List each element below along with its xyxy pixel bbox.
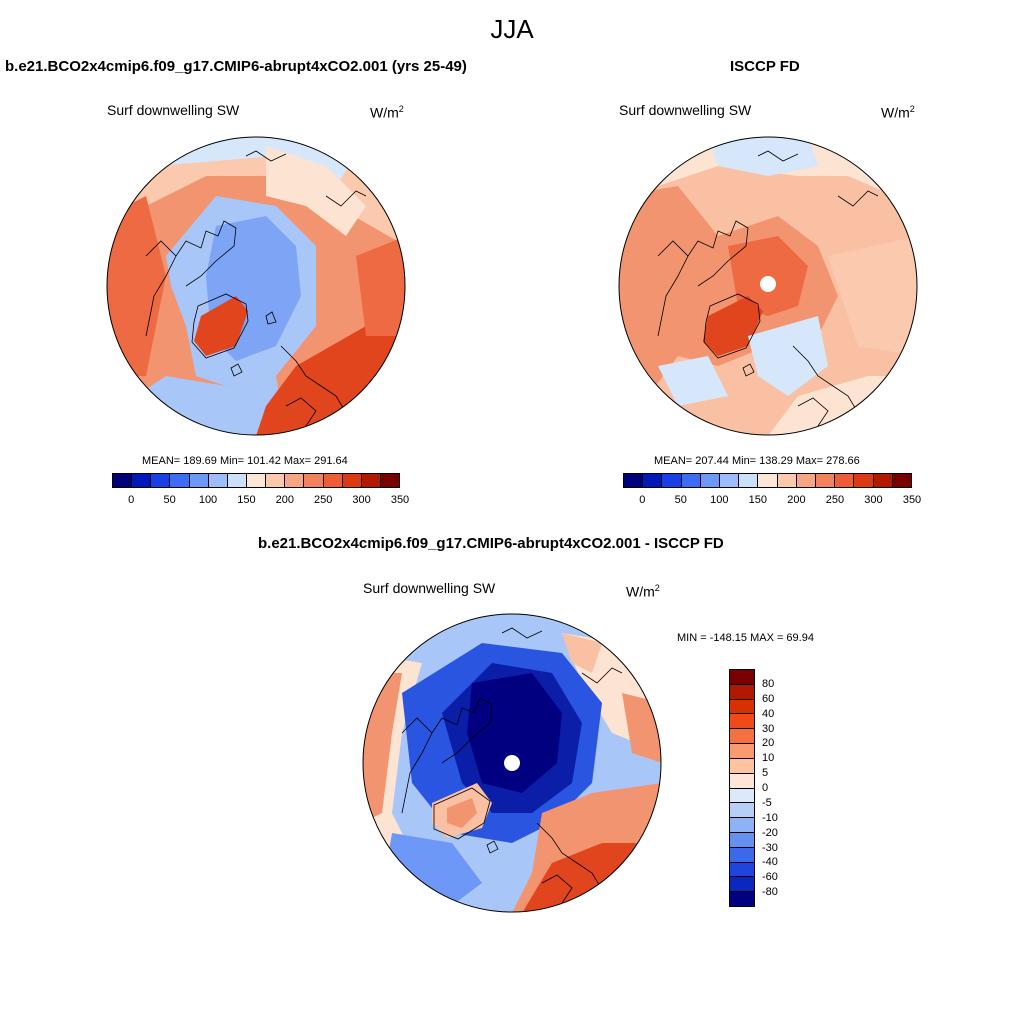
colorbar-obs-tick-label: 100: [710, 494, 729, 506]
panel-title-diff: b.e21.BCO2x4cmip6.f09_g17.CMIP6-abrupt4x…: [258, 535, 724, 552]
colorbar-diff-tick-label: -10: [762, 811, 778, 824]
panel-title-model: b.e21.BCO2x4cmip6.f09_g17.CMIP6-abrupt4x…: [5, 58, 467, 75]
colorbar-model-tick-label: 250: [314, 494, 333, 506]
colorbar-diff-swatch: [730, 832, 754, 848]
colorbar-diff-tick-label: 0: [762, 782, 769, 794]
colorbar-diff-tick-label: 10: [762, 752, 775, 765]
colorbar-diff-swatch: [730, 699, 754, 715]
colorbar-diff-swatch: [730, 862, 754, 878]
colorbar-obs-swatch: [643, 474, 663, 487]
colorbar-model: [112, 473, 400, 488]
colorbar-diff-swatch: [730, 892, 754, 906]
colorbar-diff-swatch: [730, 729, 754, 745]
colorbar-diff-tick-label: 40: [762, 707, 775, 720]
polar-map-diff: [362, 613, 662, 913]
colorbar-diff-tick-label: 80: [762, 677, 775, 690]
units-label-diff: W/m2: [626, 583, 660, 600]
stats-diff: MIN = -148.15 MAX = 69.94: [677, 632, 814, 644]
colorbar-obs-swatch: [681, 474, 701, 487]
colorbar-obs-swatch: [892, 474, 912, 487]
figure-title: JJA: [490, 14, 534, 44]
variable-label-diff: Surf downwelling SW: [363, 580, 496, 596]
colorbar-diff-tick-label: 20: [762, 737, 775, 750]
colorbar-model-swatch: [380, 474, 400, 487]
polar-map-model: [106, 136, 406, 436]
colorbar-diff-tick-label: -5: [762, 796, 772, 809]
colorbar-diff-tick-label: -30: [762, 841, 778, 854]
colorbar-model-swatch: [189, 474, 209, 487]
colorbar-model-tick-label: 150: [237, 494, 256, 506]
colorbar-diff-swatch: [730, 818, 754, 833]
polar-map-obs: [618, 136, 918, 436]
colorbar-model-tick-label: 100: [198, 494, 218, 506]
stats-obs: MEAN= 207.44 Min= 138.29 Max= 278.66: [654, 455, 860, 467]
colorbar-diff-swatch: [730, 670, 754, 685]
colorbar-obs-tick-label: 150: [748, 494, 768, 506]
variable-label-obs: Surf downwelling SW: [619, 102, 752, 118]
colorbar-obs-swatch: [624, 474, 644, 487]
colorbar-model-tick-label: 200: [275, 494, 294, 506]
units-label-obs: W/m2: [881, 104, 915, 121]
colorbar-diff-tick-label: -20: [762, 826, 778, 839]
colorbar-diff-swatch: [730, 773, 754, 789]
colorbar-model-swatch: [227, 474, 247, 487]
colorbar-model-swatch: [170, 474, 190, 487]
colorbar-obs-tick-label: 250: [825, 494, 845, 506]
colorbar-diff-swatch: [730, 744, 754, 759]
colorbar-obs-swatch: [816, 474, 836, 487]
colorbar-diff-tick-label: 60: [762, 692, 775, 705]
panel-title-obs: ISCCP FD: [730, 58, 800, 75]
colorbar-obs-swatch: [873, 474, 893, 487]
variable-label-model: Surf downwelling SW: [107, 102, 240, 118]
units-label-model: W/m2: [370, 104, 404, 121]
colorbar-diff-tick-label: -40: [762, 856, 778, 869]
colorbar-model-tick-label: 300: [352, 494, 371, 506]
colorbar-obs-tick-label: 300: [864, 494, 883, 506]
colorbar-model-tick-label: 350: [390, 494, 410, 506]
colorbar-model-tick-label: 0: [128, 494, 135, 506]
colorbar-diff-swatch: [730, 877, 754, 893]
colorbar-obs-tick-label: 350: [902, 494, 922, 506]
colorbar-diff: [729, 669, 755, 907]
colorbar-model-swatch: [132, 474, 152, 487]
colorbar-obs: [623, 473, 912, 488]
colorbar-model-swatch: [361, 474, 381, 487]
colorbar-obs-swatch: [700, 474, 721, 487]
stats-model: MEAN= 189.69 Min= 101.42 Max= 291.64: [142, 455, 348, 467]
colorbar-obs-swatch: [777, 474, 797, 487]
colorbar-obs-tick-label: 200: [787, 494, 806, 506]
colorbar-obs-swatch: [835, 474, 855, 487]
colorbar-model-swatch: [151, 474, 171, 487]
colorbar-diff-swatch: [730, 714, 754, 730]
colorbar-model-swatch: [285, 474, 305, 487]
colorbar-model-swatch: [246, 474, 267, 487]
colorbar-obs-swatch: [796, 474, 817, 487]
colorbar-diff-tick-label: 5: [762, 767, 769, 780]
colorbar-obs-tick-label: 50: [674, 494, 687, 506]
colorbar-diff-swatch: [730, 788, 754, 804]
colorbar-obs-tick-label: 0: [639, 494, 646, 506]
colorbar-model-swatch: [266, 474, 286, 487]
colorbar-obs-swatch: [720, 474, 740, 487]
colorbar-model-swatch: [342, 474, 362, 487]
colorbar-obs-swatch: [662, 474, 682, 487]
colorbar-diff-swatch: [730, 847, 754, 863]
colorbar-obs-swatch: [758, 474, 778, 487]
colorbar-obs-swatch: [739, 474, 759, 487]
colorbar-model-tick-label: 50: [163, 494, 176, 506]
colorbar-diff-tick-label: 30: [762, 722, 775, 735]
colorbar-model-swatch: [323, 474, 343, 487]
colorbar-diff-swatch: [730, 803, 754, 819]
colorbar-model-swatch: [208, 474, 228, 487]
colorbar-model-swatch: [304, 474, 324, 487]
colorbar-diff-swatch: [730, 684, 754, 700]
colorbar-obs-swatch: [854, 474, 874, 487]
colorbar-diff-tick-label: -60: [762, 871, 778, 884]
colorbar-diff-tick-label: -80: [762, 886, 778, 899]
colorbar-model-swatch: [113, 474, 133, 487]
colorbar-diff-swatch: [730, 758, 754, 774]
